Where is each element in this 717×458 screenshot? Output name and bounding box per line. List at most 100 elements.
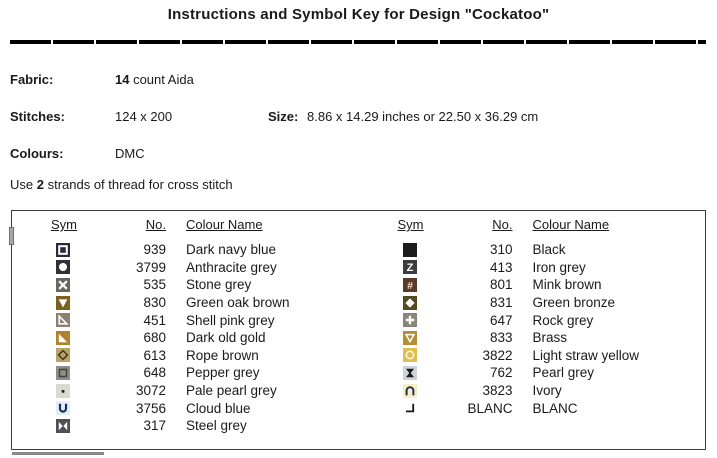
colours-label: Colours:: [10, 146, 64, 161]
stitches-label: Stitches:: [10, 109, 65, 124]
colour-name: Dark navy blue: [186, 242, 277, 258]
strands-text: Use 2 strands of thread for cross stitch: [10, 177, 233, 192]
diamond-filled-icon: [402, 295, 417, 310]
key-row: 3822 Light straw yellow: [359, 347, 706, 365]
key-table-right-half: Sym No. Colour Name 310 Black Z 413 Iron gre…: [359, 211, 706, 449]
colour-name: Pearl grey: [532, 365, 595, 381]
thread-number: 3823: [482, 383, 513, 399]
symbol-key-table: Sym No. Colour Name 939 Dark navy blue 379…: [11, 210, 706, 450]
number-header: No.: [492, 217, 513, 232]
key-row: 310 Black: [359, 241, 706, 259]
size-label: Size:: [268, 109, 299, 124]
vertical-scrollbar-thumb[interactable]: [9, 227, 14, 245]
fabric-label: Fabric:: [10, 72, 54, 87]
key-row: 762 Pearl grey: [359, 364, 706, 382]
key-row: 613 Rope brown: [12, 347, 359, 365]
key-row: 3799 Anthracite grey: [12, 259, 359, 277]
number-header: No.: [145, 217, 166, 232]
colour-name: Steel grey: [186, 418, 247, 434]
key-row: 451 Shell pink grey: [12, 311, 359, 329]
colour-name: Brass: [532, 330, 568, 346]
fabric-value: 14 count Aida: [115, 72, 194, 87]
colour-name: Shell pink grey: [186, 312, 275, 328]
thread-number: 647: [489, 312, 513, 328]
thread-number: 310: [489, 242, 513, 258]
colour-name: Black: [532, 242, 566, 258]
solid-icon: [402, 242, 417, 257]
page-title: Instructions and Symbol Key for Design "…: [167, 6, 550, 23]
colour-name: BLANC: [532, 400, 578, 416]
x-cross-icon: [56, 277, 70, 292]
svg-text:#: #: [407, 280, 413, 292]
colour-name: Stone grey: [186, 277, 252, 293]
colour-name: Iron grey: [532, 259, 586, 275]
triangle-down-outline-icon: [402, 330, 417, 345]
colour-name: Ivory: [532, 383, 562, 399]
horizontal-scrollbar-thumb[interactable]: [12, 452, 104, 455]
title-divider: [10, 40, 706, 44]
circle-filled-icon: [56, 260, 70, 275]
thread-number: 535: [143, 277, 166, 293]
key-row: #801 Mink brown: [359, 276, 706, 294]
colour-name: Anthracite grey: [186, 259, 277, 275]
colour-name-header: Colour Name: [532, 217, 610, 232]
plus-icon: [402, 313, 417, 328]
key-row: 647 Rock grey: [359, 311, 706, 329]
corner-triangle-filled-icon: [56, 330, 70, 345]
colour-name: Pale pearl grey: [186, 383, 277, 399]
key-row: BLANC BLANC: [359, 399, 706, 417]
key-rows-right: 310 Black Z 413 Iron grey #801 Mink brown 831 Gr…: [359, 241, 706, 417]
hourglass-icon: [402, 365, 417, 380]
stitches-row: Stitches: 124 x 200 Size: 8.86 x 14.29 i…: [10, 109, 707, 126]
colours-row: Colours: DMC: [10, 146, 707, 163]
key-row: Z 413 Iron grey: [359, 259, 706, 277]
key-row: 3072 Pale pearl grey: [12, 382, 359, 400]
thread-number: 3072: [135, 383, 166, 399]
thread-number: 762: [489, 365, 513, 381]
colour-name: Rock grey: [532, 312, 594, 328]
thread-number: 613: [143, 347, 166, 363]
colour-name: Cloud blue: [186, 400, 251, 416]
thread-number: 801: [489, 277, 513, 293]
key-row: 833 Brass: [359, 329, 706, 347]
square-outline-icon: [56, 242, 70, 257]
bowtie-icon: [56, 418, 70, 433]
colour-name: Green bronze: [532, 295, 616, 311]
thread-number: 680: [143, 330, 166, 346]
thread-number: 648: [143, 365, 166, 381]
sym-header: Sym: [397, 217, 424, 232]
thread-number: 3822: [482, 347, 513, 363]
colour-name-header: Colour Name: [186, 217, 263, 232]
key-table-header: Sym No. Colour Name: [359, 211, 706, 241]
key-row: 680 Dark old gold: [12, 329, 359, 347]
stitches-value: 124 x 200: [115, 109, 173, 124]
key-row: 317 Steel grey: [12, 417, 359, 435]
thread-number: 830: [143, 295, 166, 311]
thread-number: 3756: [135, 400, 166, 416]
key-row: 648 Pepper grey: [12, 364, 359, 382]
colour-name: Light straw yellow: [532, 347, 640, 363]
diamond-outline-icon: [56, 348, 70, 363]
thread-number: 833: [489, 330, 513, 346]
circle-outline-icon: [402, 348, 417, 363]
size-value: 8.86 x 14.29 inches or 22.50 x 36.29 cm: [307, 109, 539, 124]
arch-icon: [402, 383, 417, 398]
colour-name: Pepper grey: [186, 365, 260, 381]
corner-bracket-icon: [402, 401, 417, 416]
corner-triangle-outline-icon: [56, 313, 70, 328]
colour-name: Dark old gold: [186, 330, 266, 346]
key-table-header: Sym No. Colour Name: [12, 211, 359, 241]
key-table-left-half: Sym No. Colour Name 939 Dark navy blue 379…: [12, 211, 359, 449]
thread-number: 831: [489, 295, 513, 311]
svg-text:Z: Z: [406, 263, 413, 275]
inner-square-outline-icon: [56, 365, 70, 380]
key-row: 830 Green oak brown: [12, 294, 359, 312]
letter-u-icon: [56, 401, 70, 416]
key-row: 535 Stone grey: [12, 276, 359, 294]
fabric-row: Fabric: 14 count Aida: [10, 72, 707, 89]
key-row: 3756 Cloud blue: [12, 399, 359, 417]
strands-note: Use 2 strands of thread for cross stitch: [10, 177, 707, 194]
dot-icon: [56, 383, 70, 398]
thread-number: 413: [489, 259, 513, 275]
colour-name: Rope brown: [186, 347, 259, 363]
